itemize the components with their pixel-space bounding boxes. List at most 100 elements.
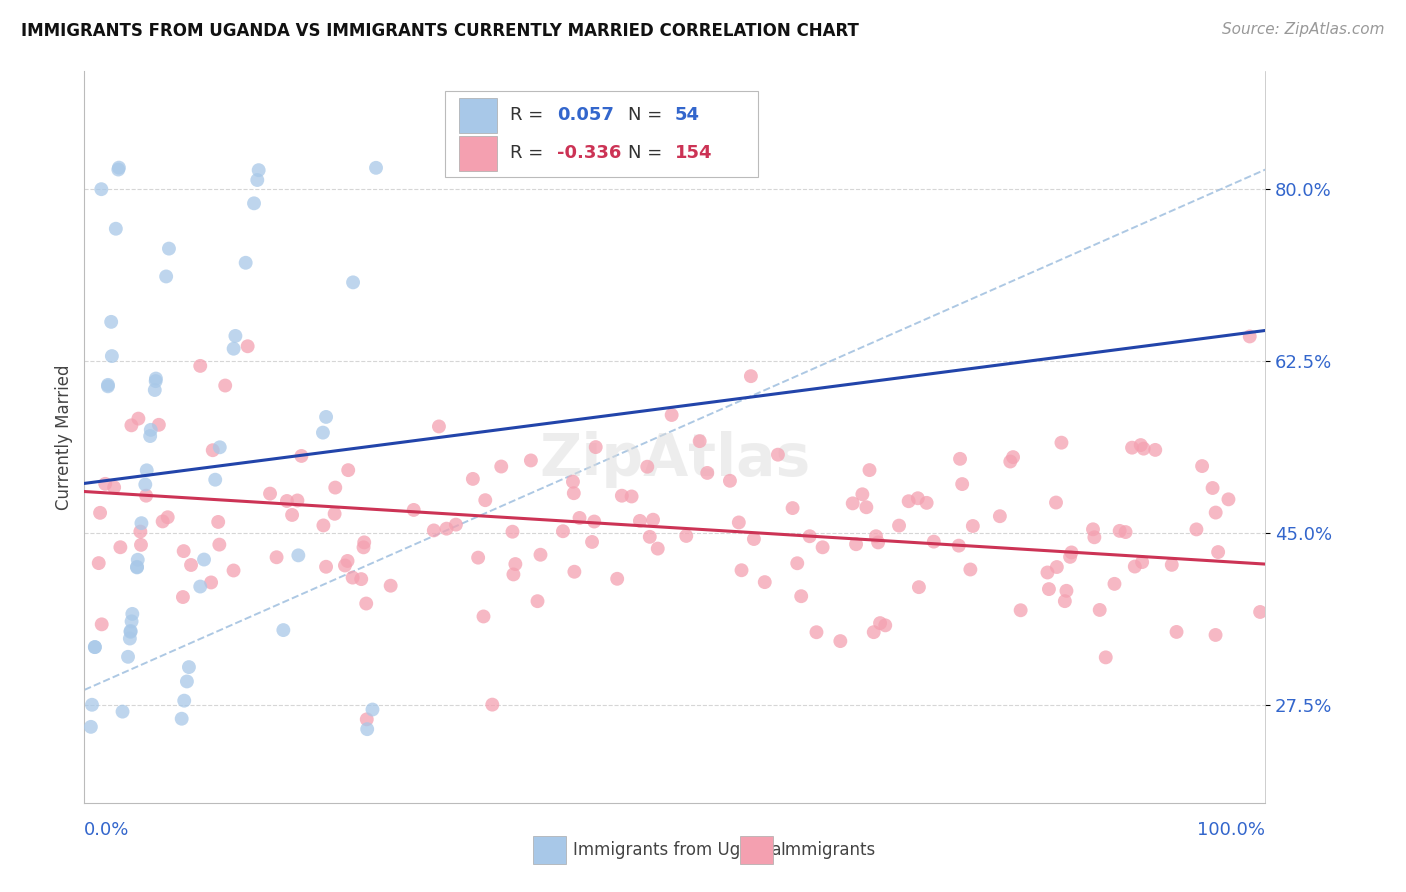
- Point: [1036, 566, 1059, 580]
- Point: [897, 494, 920, 508]
- Point: [1059, 549, 1081, 564]
- Point: [342, 571, 364, 585]
- Text: R =: R =: [509, 106, 548, 124]
- Text: ZipAtlas: ZipAtlas: [540, 431, 810, 488]
- Point: [222, 342, 245, 356]
- Point: [718, 474, 741, 488]
- Point: [1121, 441, 1143, 455]
- FancyBboxPatch shape: [458, 136, 496, 170]
- Point: [111, 705, 134, 719]
- Point: [1088, 603, 1111, 617]
- Point: [689, 434, 711, 449]
- Point: [94, 476, 117, 491]
- Point: [121, 615, 143, 629]
- Point: [188, 580, 211, 594]
- Text: N =: N =: [627, 145, 668, 162]
- Point: [356, 722, 378, 736]
- Point: [855, 500, 877, 515]
- Point: [173, 544, 195, 558]
- Point: [89, 506, 111, 520]
- Point: [887, 518, 910, 533]
- Point: [845, 537, 868, 551]
- Point: [152, 515, 174, 529]
- Point: [97, 379, 120, 393]
- Point: [790, 589, 813, 603]
- Point: [610, 489, 633, 503]
- Point: [129, 538, 152, 552]
- Point: [696, 466, 718, 480]
- Text: 0.057: 0.057: [557, 106, 613, 124]
- Point: [243, 196, 266, 211]
- Point: [83, 640, 105, 654]
- Point: [354, 597, 377, 611]
- Point: [266, 550, 288, 565]
- Point: [1050, 435, 1073, 450]
- Point: [436, 522, 458, 536]
- Point: [638, 530, 661, 544]
- Point: [1002, 450, 1025, 464]
- Point: [1166, 624, 1188, 639]
- Point: [647, 541, 669, 556]
- Text: 154: 154: [675, 145, 713, 162]
- Point: [865, 529, 887, 543]
- Point: [315, 409, 337, 424]
- Point: [1053, 594, 1076, 608]
- Point: [145, 374, 167, 388]
- Point: [204, 473, 226, 487]
- FancyBboxPatch shape: [458, 98, 496, 133]
- Point: [1185, 522, 1208, 536]
- Text: 54: 54: [675, 106, 700, 124]
- Point: [1045, 495, 1067, 509]
- Point: [1010, 603, 1032, 617]
- Point: [950, 477, 973, 491]
- Point: [730, 563, 752, 577]
- Point: [120, 624, 142, 639]
- Point: [875, 618, 897, 632]
- Point: [333, 558, 356, 573]
- Point: [312, 425, 335, 440]
- Point: [1115, 524, 1137, 539]
- Point: [472, 609, 495, 624]
- Point: [444, 517, 467, 532]
- Point: [121, 607, 143, 621]
- Text: 0.0%: 0.0%: [84, 821, 129, 839]
- Point: [1191, 459, 1213, 474]
- Point: [1132, 442, 1154, 456]
- Point: [491, 459, 513, 474]
- Point: [100, 315, 122, 329]
- Point: [364, 161, 387, 175]
- Point: [108, 161, 131, 175]
- Text: N =: N =: [627, 106, 668, 124]
- Point: [562, 486, 585, 500]
- Point: [361, 702, 384, 716]
- Point: [208, 538, 231, 552]
- Point: [90, 617, 112, 632]
- Point: [273, 623, 295, 637]
- Point: [276, 494, 298, 508]
- Point: [1083, 530, 1105, 544]
- Point: [1129, 438, 1152, 452]
- Point: [1201, 481, 1223, 495]
- Point: [80, 720, 103, 734]
- Point: [135, 489, 157, 503]
- Point: [235, 256, 257, 270]
- Point: [501, 524, 523, 539]
- Point: [583, 515, 606, 529]
- FancyBboxPatch shape: [444, 91, 758, 178]
- Point: [481, 698, 503, 712]
- Point: [201, 443, 224, 458]
- Point: [246, 173, 269, 187]
- Point: [127, 553, 149, 567]
- Text: -0.336: -0.336: [557, 145, 621, 162]
- Point: [129, 524, 152, 539]
- Point: [139, 423, 162, 437]
- Point: [1239, 329, 1261, 343]
- Point: [502, 567, 524, 582]
- Point: [176, 674, 198, 689]
- Point: [131, 516, 153, 531]
- Point: [1205, 628, 1227, 642]
- Point: [585, 440, 607, 454]
- Point: [110, 541, 132, 555]
- Point: [806, 625, 828, 640]
- Point: [353, 541, 375, 555]
